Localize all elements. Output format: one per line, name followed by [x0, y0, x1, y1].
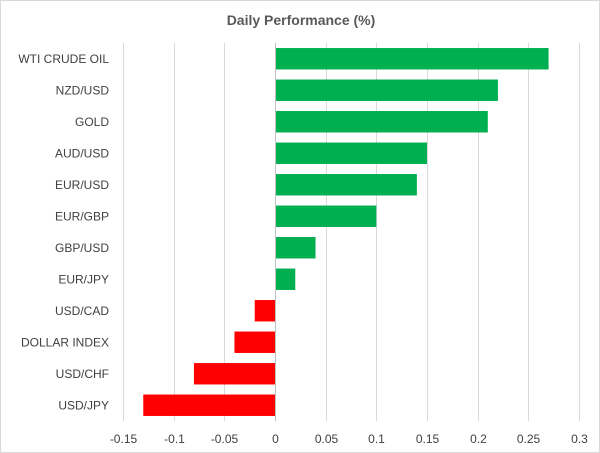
category-label: GOLD — [75, 115, 109, 129]
x-tick-labels: -0.15 -0.1 -0.05 0 0.05 0.1 0.15 0.2 0.25 0.3 — [110, 432, 588, 446]
category-label: EUR/USD — [55, 178, 109, 192]
x-tick-label: -0.1 — [164, 432, 185, 446]
bar-dollar-index — [234, 331, 275, 353]
x-tick-label: 0.05 — [315, 432, 339, 446]
x-tick-label: -0.05 — [211, 432, 239, 446]
category-label: USD/CHF — [56, 367, 109, 381]
x-tick-label: -0.15 — [110, 432, 138, 446]
category-label: USD/JPY — [58, 398, 109, 412]
bar-eur-jpy — [275, 268, 296, 290]
bar-gbp-usd — [275, 237, 316, 259]
bars — [143, 48, 549, 416]
category-label: GBP/USD — [55, 241, 109, 255]
x-tick-label: 0.2 — [470, 432, 487, 446]
category-labels: WTI CRUDE OIL NZD/USD GOLD AUD/USD EUR/USD EU… — [18, 52, 109, 413]
category-label: NZD/USD — [56, 83, 110, 97]
category-label: DOLLAR INDEX — [21, 335, 109, 349]
x-tick-label: 0 — [272, 432, 279, 446]
bar-nzd-usd — [275, 79, 498, 101]
category-label: USD/CAD — [55, 304, 109, 318]
bar-usd-cad — [254, 300, 275, 322]
category-label: AUD/USD — [55, 146, 109, 160]
category-label: EUR/GBP — [55, 209, 109, 223]
chart-title: Daily Performance (%) — [227, 12, 376, 28]
bar-usd-chf — [193, 363, 275, 385]
bar-aud-usd — [275, 142, 427, 164]
bar-usd-jpy — [143, 394, 275, 416]
bar-wti-crude-oil — [275, 48, 549, 70]
bar-eur-usd — [275, 174, 417, 196]
bar-gold — [275, 111, 488, 133]
category-label: WTI CRUDE OIL — [18, 52, 109, 66]
x-tick-label: 0.1 — [368, 432, 385, 446]
bar-eur-gbp — [275, 205, 377, 227]
x-tick-label: 0.3 — [571, 432, 588, 446]
x-tick-label: 0.15 — [416, 432, 440, 446]
category-label: EUR/JPY — [58, 272, 109, 286]
x-tick-label: 0.25 — [517, 432, 541, 446]
